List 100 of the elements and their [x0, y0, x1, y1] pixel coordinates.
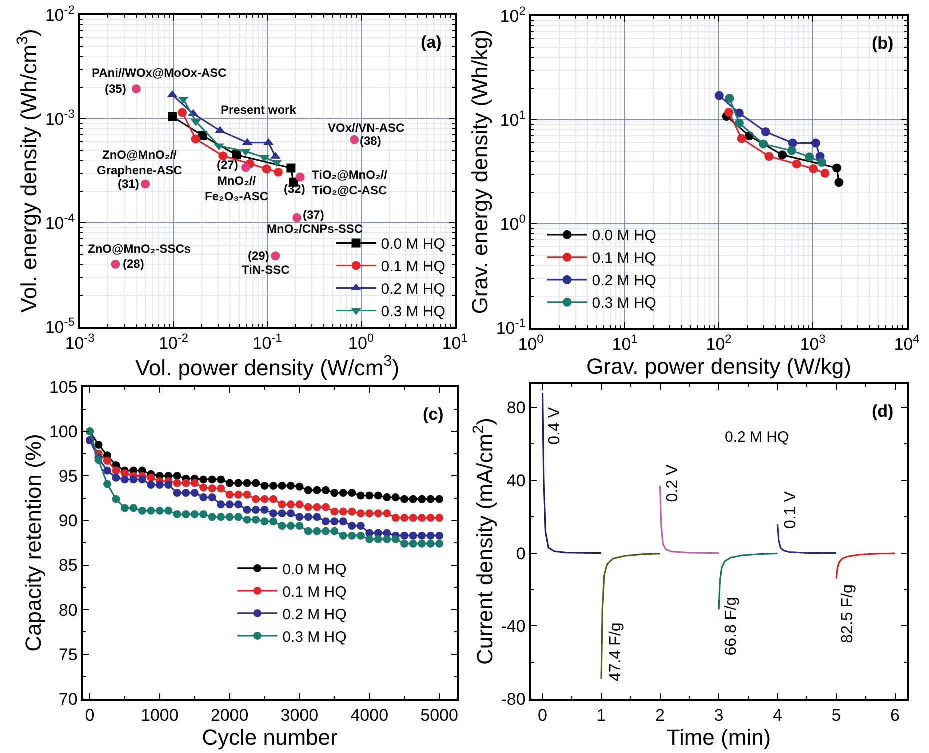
annotation: Present work [221, 103, 297, 117]
point [130, 476, 138, 484]
annotation: TiO₂@MnO₂// TiO₂@C-ASC [312, 168, 388, 198]
point [356, 532, 365, 540]
x-tick-label: 2 [656, 706, 665, 726]
point [156, 481, 164, 490]
y-tick-label: 10$^{-4}$ [45, 210, 76, 233]
point [164, 481, 173, 490]
point [103, 456, 112, 465]
x-tick-label: 2000 [210, 706, 249, 726]
point [243, 516, 252, 524]
annotation: (28) [123, 257, 144, 271]
x-tick-label: 4000 [350, 706, 389, 726]
x-tick-label: 3 [714, 706, 724, 726]
point [190, 479, 199, 488]
point [226, 490, 234, 499]
point [200, 484, 208, 492]
y-tick-label: 10$^{0}$ [500, 212, 526, 234]
annotation: 0.1 V [782, 491, 800, 529]
point [392, 535, 400, 544]
annotation: (27) [217, 158, 238, 172]
x-tick-label: 10$^{0}$ [348, 331, 374, 354]
x-tick-label: 10$^{1}$ [612, 332, 638, 354]
legend-label: 0.0 M HQ [381, 236, 446, 254]
point [409, 514, 418, 522]
point [348, 489, 356, 498]
point [147, 506, 156, 515]
point [366, 510, 374, 518]
point [348, 522, 356, 530]
annotation: 0.2 M HQ [725, 429, 790, 446]
x-tick-label: 1000 [140, 706, 179, 726]
line-series [836, 552, 896, 580]
point [112, 495, 120, 504]
point [304, 486, 312, 494]
point [130, 504, 138, 512]
point [208, 484, 216, 493]
point [313, 503, 322, 512]
line-series [542, 392, 602, 554]
point [208, 494, 216, 502]
x-axis-title: Time (min) [666, 725, 772, 750]
annotation: MnO₂// Fe₂O₃-ASC [205, 174, 269, 204]
point [296, 522, 304, 530]
point [234, 479, 243, 488]
x-tick-label: 5000 [420, 706, 458, 726]
point [278, 482, 286, 490]
point [426, 532, 435, 540]
y-tick-label: 80 [506, 398, 526, 418]
y-tick-label: 10$^{-5}$ [45, 314, 76, 337]
point [252, 506, 260, 514]
point [313, 486, 322, 494]
point [436, 514, 444, 522]
point [426, 495, 435, 504]
point [252, 516, 260, 524]
point [339, 518, 348, 526]
x-axis-title: Grav. power density (W/kg) [586, 354, 852, 380]
point [182, 510, 190, 518]
annotation: PAni//WOx@MoOx-ASC [92, 66, 228, 80]
annotation: 82.5 F/g [840, 584, 857, 644]
x-tick-label: 10$^{-2}$ [159, 331, 189, 354]
y-axis-title: Capacity retention (%) [20, 434, 46, 652]
point [322, 486, 330, 494]
point [243, 479, 252, 488]
point [356, 510, 365, 518]
legend-label: 0.1 M HQ [282, 584, 347, 601]
x-tick-label: 10$^{4}$ [894, 332, 920, 354]
point [260, 495, 269, 504]
point [217, 513, 226, 522]
point [234, 490, 243, 499]
point [409, 495, 418, 504]
x-tick-label: 10$^{3}$ [800, 332, 826, 354]
x-tick-label: 0 [85, 706, 95, 726]
point [296, 513, 304, 522]
point [392, 514, 400, 522]
annotation: ZnO@MnO₂// Graphene-ASC [97, 148, 183, 178]
point [330, 527, 339, 536]
legend-label: 0.3 M HQ [381, 304, 446, 321]
legend-label: 0.1 M HQ [381, 258, 446, 276]
point [374, 535, 382, 544]
point [208, 476, 216, 484]
annotation: (d) [872, 402, 894, 421]
point [112, 466, 120, 475]
point [103, 466, 112, 475]
point [217, 500, 226, 509]
point [286, 510, 295, 518]
legend-label: 0.1 M HQ [592, 250, 656, 268]
point [286, 500, 295, 509]
point [217, 484, 226, 493]
point [348, 508, 356, 516]
point [392, 494, 400, 502]
y-tick-label: 0 [516, 544, 526, 564]
point [436, 532, 444, 540]
annotation: 0.4 V [546, 407, 564, 445]
point [226, 500, 234, 509]
point [383, 494, 392, 502]
point [147, 474, 156, 482]
point [243, 490, 252, 499]
y-tick-label: 80 [58, 600, 78, 620]
point [348, 532, 356, 540]
y-tick-label: 95 [58, 467, 78, 486]
y-axis-title: Grav. energy density (Wh/kg) [468, 30, 493, 314]
